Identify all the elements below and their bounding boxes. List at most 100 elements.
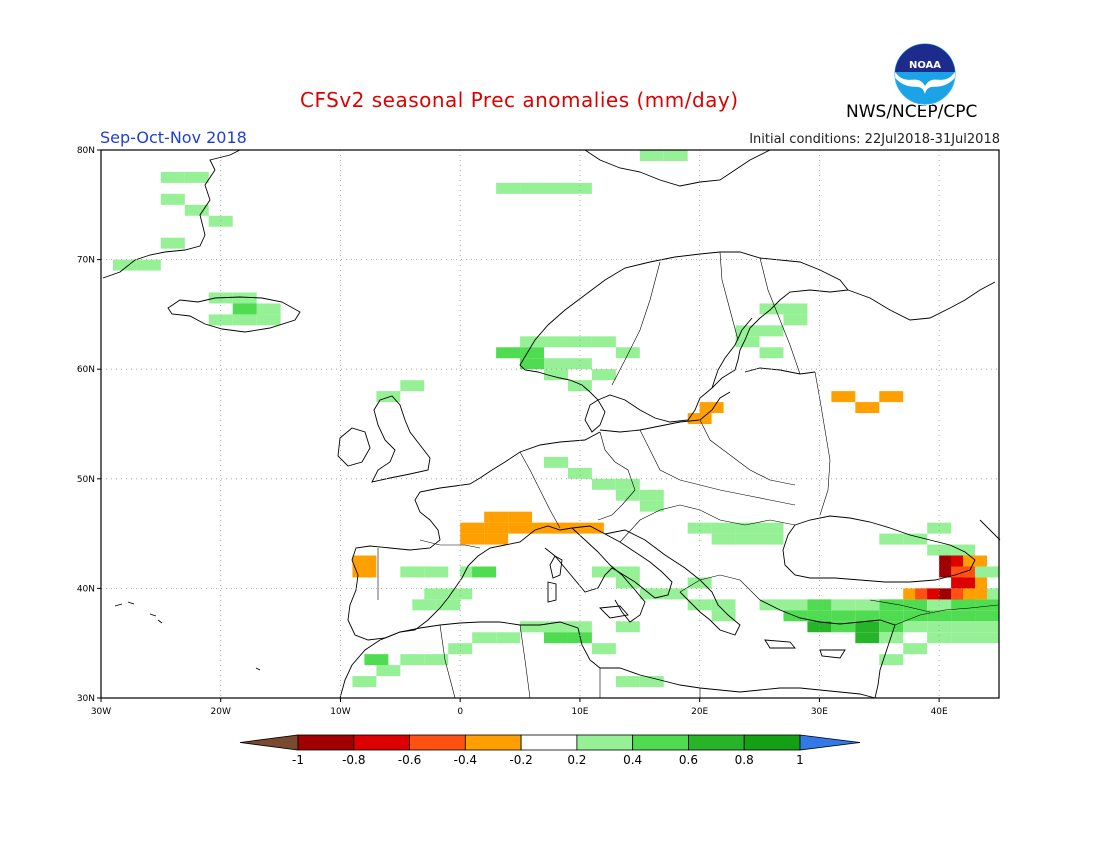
anomaly-cell	[879, 621, 904, 633]
anomaly-cell	[639, 489, 664, 501]
anomaly-cell	[687, 522, 712, 534]
anomaly-cell	[951, 632, 976, 644]
colorbar-swatch	[688, 734, 745, 751]
anomaly-cell	[783, 314, 808, 326]
anomaly-cell	[759, 325, 784, 337]
coastlines	[102, 149, 1001, 699]
agency-label: NWS/NCEP/CPC	[846, 102, 978, 122]
anomaly-cell	[256, 303, 281, 315]
anomaly-cell	[927, 588, 952, 600]
anomaly-cell	[783, 303, 808, 315]
tick-label-lat: 30N	[77, 694, 95, 704]
anomaly-cell	[448, 643, 473, 655]
anomaly-cell	[615, 676, 640, 688]
anomaly-cell	[663, 588, 688, 600]
anomaly-cell	[424, 588, 449, 600]
anomaly-cell	[591, 566, 616, 578]
anomaly-cell	[208, 215, 233, 227]
tick-label-lon: 0	[457, 707, 463, 717]
colorbar-swatch	[464, 734, 522, 751]
colorbar-swatch	[353, 734, 410, 751]
colorbar-label: 1	[796, 753, 804, 767]
anomaly-cell	[951, 610, 976, 622]
anomaly-cell	[855, 632, 880, 644]
anomaly-cell	[639, 588, 664, 600]
anomaly-cell	[879, 654, 904, 666]
axis-ticks: 30W 20W 10W 0 10E 20E 30E 40E 30N 40N 50N 60N 70N 80N	[77, 146, 948, 717]
anomaly-cell	[879, 391, 904, 403]
anomaly-cell	[136, 259, 161, 271]
anomaly-cell	[591, 369, 616, 381]
anomaly-cell	[855, 402, 880, 414]
colorbar-label: 0.4	[623, 753, 642, 767]
anomaly-cell	[532, 522, 556, 534]
anomaly-cell	[544, 182, 568, 194]
anomaly-cell	[687, 413, 712, 424]
anomaly-cell	[160, 237, 185, 249]
tick-label-lon: 10W	[330, 707, 350, 717]
anomaly-cell	[436, 599, 461, 611]
anomaly-cell	[615, 621, 640, 633]
anomaly-cell	[711, 599, 736, 611]
anomaly-cell	[472, 632, 497, 644]
anomaly-cell	[951, 621, 976, 633]
anomaly-cell	[735, 336, 760, 348]
anomaly-cell	[903, 621, 928, 633]
anomaly-cell	[232, 292, 257, 304]
anomaly-cell	[496, 182, 521, 194]
tick-label-lat: 80N	[77, 146, 95, 156]
anomaly-cell	[544, 632, 568, 644]
tick-label-lon: 20E	[691, 707, 708, 717]
colorbar-over-triangle	[799, 734, 861, 751]
anomaly-cell	[352, 555, 377, 567]
anomaly-cell	[544, 621, 568, 633]
anomaly-cell	[591, 478, 616, 490]
anomaly-cell	[663, 150, 688, 161]
anomaly-cell	[759, 522, 784, 534]
anomaly-cell	[567, 467, 592, 479]
tick-label-lon: 20W	[211, 707, 231, 717]
anomaly-cell	[591, 643, 616, 655]
anomaly-cell	[352, 676, 377, 688]
colorbar-swatch	[520, 734, 578, 751]
anomaly-cell	[903, 610, 928, 622]
tick-label-lon: 30E	[811, 707, 828, 717]
anomaly-cell	[711, 610, 736, 622]
colorbar-label: 0.2	[567, 753, 586, 767]
anomaly-cell	[879, 533, 904, 545]
anomaly-cell	[460, 533, 485, 545]
noaa-logo-text: NOAA	[909, 60, 941, 71]
anomaly-cell	[376, 391, 401, 403]
anomaly-cell	[639, 500, 664, 512]
tick-label-lat: 70N	[77, 256, 95, 266]
anomaly-cell	[496, 632, 521, 644]
anomaly-cell	[831, 621, 856, 633]
anomaly-cell	[831, 610, 856, 622]
anomaly-cell	[232, 303, 257, 315]
anomaly-cell	[352, 566, 377, 578]
map-frame	[100, 149, 1000, 699]
anomaly-cell	[927, 621, 952, 633]
anomaly-cell	[579, 522, 604, 534]
anomaly-cell	[687, 599, 712, 611]
anomaly-cell	[615, 478, 640, 490]
anomaly-cell	[567, 182, 592, 194]
season-label: Sep-Oct-Nov 2018	[100, 128, 247, 147]
anomaly-cell	[184, 171, 209, 183]
colorbar-swatch	[576, 734, 634, 751]
anomaly-cell	[759, 599, 784, 611]
anomaly-cell	[484, 533, 509, 545]
anomaly-cell	[687, 577, 712, 589]
anomaly-cell	[951, 544, 976, 556]
anomaly-cell	[975, 599, 999, 611]
anomaly-cell	[855, 621, 880, 633]
anomaly-cell	[460, 522, 485, 534]
anomaly-cell	[975, 632, 999, 644]
anomaly-cell	[975, 566, 999, 578]
anomaly-cell	[639, 150, 664, 161]
anomaly-cell	[927, 632, 952, 644]
anomaly-cell	[951, 577, 976, 589]
anomaly-cell	[855, 610, 880, 622]
anomaly-cell	[615, 577, 640, 589]
